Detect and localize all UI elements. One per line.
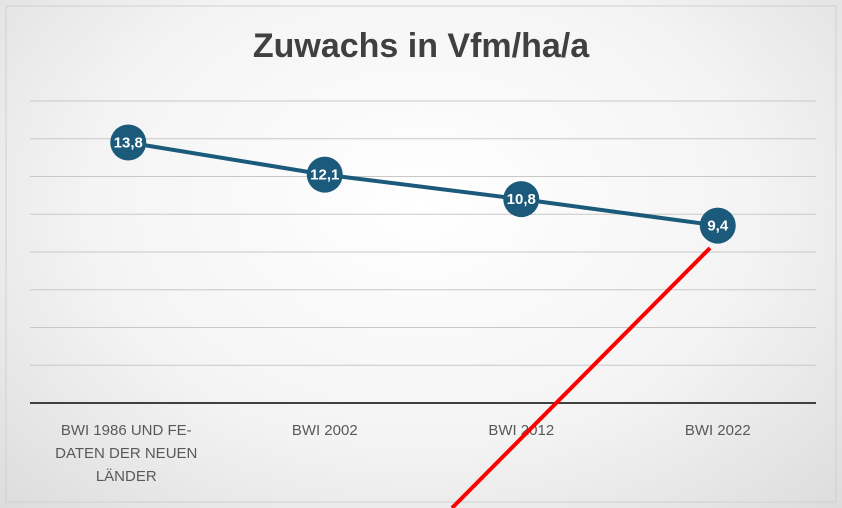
data-label: 12,1 [310,167,339,184]
x-tick-label: BWI 2012 [488,422,555,439]
data-label: 9,4 [707,218,729,235]
data-point [503,181,540,218]
x-tick-label: BWI 2022 [684,422,751,439]
data-label: 13,8 [114,134,143,151]
x-tick-label: BWI 2002 [291,422,358,439]
data-point [306,156,343,193]
data-point [110,124,147,161]
chart-border [5,5,837,503]
data-point [699,207,736,244]
x-tick-label: BWI 1986 UND FE-DATEN DER NEUEN LÄNDER [55,422,198,485]
chart-title: Zuwachs in Vfm/ha/a [253,27,590,65]
data-line [127,140,719,228]
data-label: 10,8 [507,191,536,208]
